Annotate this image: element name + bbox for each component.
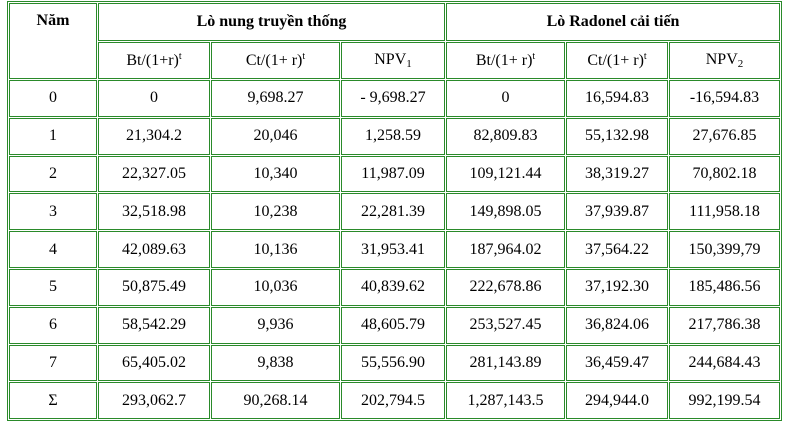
value-cell: 58,542.29: [98, 306, 210, 344]
value-cell: 1,258.59: [341, 117, 446, 155]
value-cell: 27,676.85: [669, 117, 781, 155]
column-header: Bt/(1+ r)t: [446, 42, 566, 79]
superscript: t: [302, 51, 306, 62]
value-cell: 244,684.43: [669, 344, 781, 382]
table-row: 5 50,875.49 10,036 40,839.62 222,678.86 37,19…: [9, 268, 781, 306]
header-row: Năm Lò nung truyền thống Lò Radonel cải …: [9, 3, 781, 79]
column-header: Ct/(1+ r)t: [566, 42, 669, 79]
value-cell: 11,987.09: [341, 155, 446, 193]
value-cell: 253,527.45: [446, 306, 566, 344]
year-cell: 0: [9, 80, 97, 117]
value-cell: 21,304.2: [98, 117, 210, 155]
superscript: t: [178, 51, 182, 62]
value-cell: 37,939.87: [566, 193, 669, 231]
value-cell: 16,594.83: [566, 80, 669, 117]
value-cell: 65,405.02: [98, 344, 210, 382]
value-cell: 36,459.47: [566, 344, 669, 382]
value-cell: 9,698.27: [211, 80, 340, 117]
value-cell: 90,268.14: [211, 382, 340, 420]
value-cell: 202,794.5: [341, 382, 446, 420]
value-cell: 55,556.90: [341, 344, 446, 382]
value-cell: 185,486.56: [669, 268, 781, 306]
value-cell: 42,089.63: [98, 231, 210, 268]
table-header: Năm Lò nung truyền thống Lò Radonel cải …: [9, 3, 781, 79]
npv-table: Năm Lò nung truyền thống Lò Radonel cải …: [7, 1, 783, 422]
value-cell: 217,786.38: [669, 306, 781, 344]
value-cell: 1,287,143.5: [446, 382, 566, 420]
year-cell: 3: [9, 193, 97, 231]
superscript: t: [532, 51, 536, 62]
column-label: Ct/(1+ r): [245, 52, 303, 69]
value-cell: 82,809.83: [446, 117, 566, 155]
value-cell: 293,062.7: [98, 382, 210, 420]
table-row: 1 21,304.2 20,046 1,258.59 82,809.83 55,132.9…: [9, 117, 781, 155]
value-cell: 31,953.41: [341, 231, 446, 268]
table-row: 7 65,405.02 9,838 55,556.90 281,143.89 36,459…: [9, 344, 781, 382]
column-label: NPV: [705, 51, 738, 68]
subscript: 2: [737, 58, 744, 70]
table-row: Σ 293,062.7 90,268.14 202,794.5 1,287,143.5 2…: [9, 382, 781, 420]
value-cell: 36,824.06: [566, 306, 669, 344]
value-cell: 222,678.86: [446, 268, 566, 306]
value-cell: 150,399,79: [669, 231, 781, 268]
year-cell: 4: [9, 231, 97, 268]
year-cell: 2: [9, 155, 97, 193]
column-header: NPV2: [669, 42, 781, 79]
year-cell: 6: [9, 306, 97, 344]
value-cell: 111,958.18: [669, 193, 781, 231]
value-cell: 10,036: [211, 268, 340, 306]
table-row: 0 0 9,698.27- 9,698.27 0 16,594.83 -16,594.83: [9, 80, 781, 117]
superscript: t: [643, 51, 647, 62]
column-header: NPV1: [341, 42, 446, 79]
subscript: 1: [406, 58, 412, 70]
column-label: Bt/(1+r): [126, 52, 179, 69]
value-cell: 187,964.02: [446, 231, 566, 268]
column-header: Ct/(1+ r)t: [211, 42, 340, 79]
year-cell: 5: [9, 268, 97, 306]
value-cell: 37,192.30: [566, 268, 669, 306]
table-body: 0 0 9,698.27- 9,698.27 0 16,594.83 -16,594.83…: [9, 80, 781, 420]
value-cell: 0: [446, 80, 566, 117]
table-row: 6 58,542.29 9,936 48,605.79 253,527.45 36,824…: [9, 306, 781, 344]
table-row: 3 32,518.98 10,238 22,281.39 149,898.05 37,93…: [9, 193, 781, 231]
value-cell: 32,518.98: [98, 193, 210, 231]
value-cell: 109,121.44: [446, 155, 566, 193]
value-cell: 10,340: [211, 155, 340, 193]
value-cell: -16,594.83: [669, 80, 781, 117]
column-label: Bt/(1+ r): [475, 52, 533, 69]
value-cell: 50,875.49: [98, 268, 210, 306]
table-row: 2 22,327.05 10,340 11,987.09 109,121.44 38,31…: [9, 155, 781, 193]
value-cell: 149,898.05: [446, 193, 566, 231]
group-header: Lò nung truyền thống: [98, 3, 446, 41]
value-cell: 992,199.54: [669, 382, 781, 420]
value-cell: 37,564.22: [566, 231, 669, 268]
column-label: NPV: [374, 51, 407, 68]
value-cell: 40,839.62: [341, 268, 446, 306]
value-cell: - 9,698.27: [341, 80, 446, 117]
value-cell: 55,132.98: [566, 117, 669, 155]
value-cell: 48,605.79: [341, 306, 446, 344]
year-cell: 7: [9, 344, 97, 382]
column-header: Bt/(1+r)t: [98, 42, 210, 79]
column-label: Ct/(1+ r): [587, 52, 644, 69]
value-cell: 38,319.27: [566, 155, 669, 193]
value-cell: 70,802.18: [669, 155, 781, 193]
value-cell: 294,944.0: [566, 382, 669, 420]
group-header: Lò Radonel cải tiến: [446, 3, 781, 41]
value-cell: 22,327.05: [98, 155, 210, 193]
value-cell: 9,936: [211, 306, 340, 344]
value-cell: 281,143.89: [446, 344, 566, 382]
value-cell: 9,838: [211, 344, 340, 382]
value-cell: 10,136: [211, 231, 340, 268]
year-cell: 1: [9, 117, 97, 155]
value-cell: 20,046: [211, 117, 340, 155]
value-cell: 22,281.39: [341, 193, 446, 231]
table-row: 4 42,089.63 10,136 31,953.41 187,964.02 37,56…: [9, 231, 781, 268]
header-row: Bt/(1+r)t Ct/(1+ r)t NPV1 Bt/(1+ r)t Ct/(1+ …: [9, 42, 781, 79]
value-cell: 0: [98, 80, 210, 117]
year-cell: Σ: [9, 382, 97, 420]
year-header: Năm: [9, 3, 97, 79]
value-cell: 10,238: [211, 193, 340, 231]
